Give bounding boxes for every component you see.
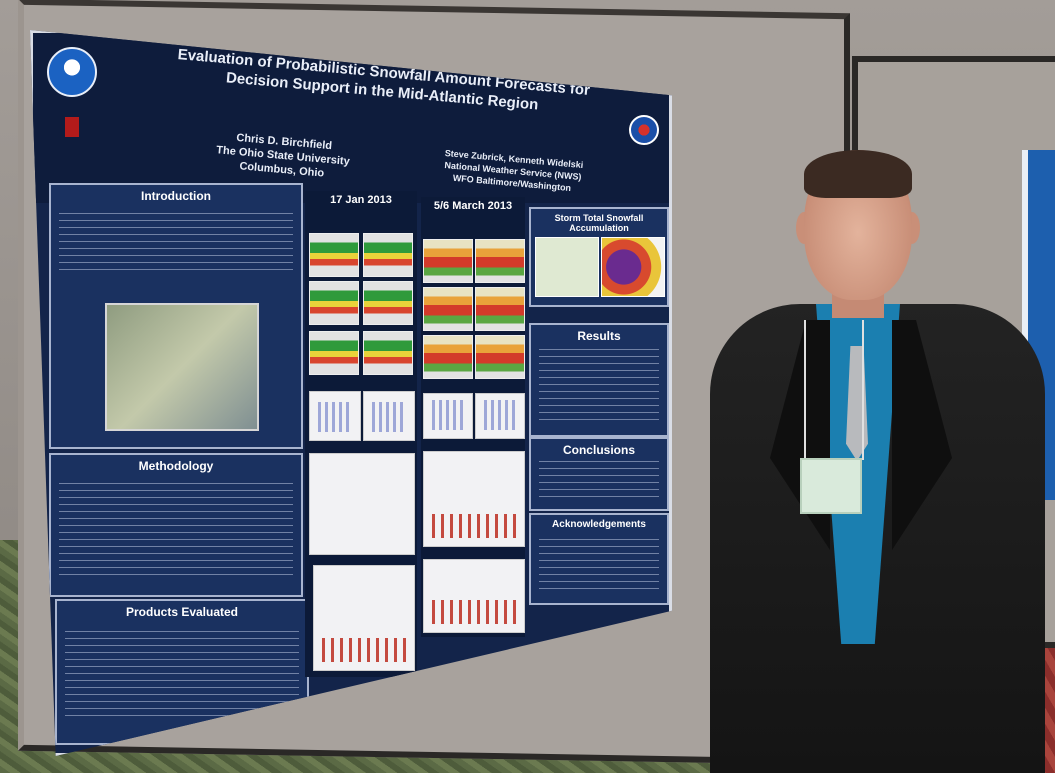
results-panel: Results	[529, 323, 669, 437]
noaa-logo-icon	[47, 47, 97, 97]
presenter-person	[700, 150, 1055, 773]
storm-map-march	[601, 237, 665, 297]
jan-map-4	[363, 281, 413, 325]
march-map-4	[475, 287, 525, 331]
conclusions-text	[539, 461, 659, 501]
jan-2013-column: 17 Jan 2013	[305, 191, 417, 677]
march-map-1	[423, 239, 473, 283]
acknowledgements-heading: Acknowledgements	[552, 519, 646, 530]
nws-logo-icon	[629, 115, 659, 145]
march-map-6	[475, 335, 525, 379]
jan-scatter-plots	[309, 453, 415, 555]
methodology-heading: Methodology	[138, 459, 214, 473]
study-area-map	[105, 303, 259, 431]
methodology-panel: Methodology	[49, 453, 303, 597]
march-histogram-1	[423, 393, 473, 439]
march-bar-plots	[423, 451, 525, 547]
jan-map-2	[363, 233, 413, 277]
jan-curve-plot	[313, 565, 415, 671]
storm-total-heading: Storm Total Snowfall Accumulation	[554, 213, 644, 233]
jan-map-5	[309, 331, 359, 375]
jan-map-6	[363, 331, 413, 375]
conclusions-panel: Conclusions	[529, 437, 669, 511]
results-text	[539, 349, 659, 425]
jan-2013-heading: 17 Jan 2013	[330, 194, 392, 206]
march-2013-column: 5/6 March 2013	[421, 197, 525, 637]
acknowledgements-text	[539, 539, 659, 595]
introduction-heading: Introduction	[141, 189, 211, 203]
march-map-5	[423, 335, 473, 379]
storm-total-panel: Storm Total Snowfall Accumulation	[529, 207, 669, 307]
name-badge	[800, 458, 862, 514]
jan-map-1	[309, 233, 359, 277]
hair	[804, 150, 912, 198]
products-heading: Products Evaluated	[125, 605, 239, 619]
march-map-3	[423, 287, 473, 331]
acknowledgements-panel: Acknowledgements	[529, 513, 669, 605]
march-map-2	[475, 239, 525, 283]
storm-map-jan	[535, 237, 599, 297]
jan-histogram-1	[309, 391, 361, 441]
conclusions-heading: Conclusions	[562, 443, 635, 457]
methodology-text	[59, 483, 293, 579]
jan-histogram-2	[363, 391, 415, 441]
march-2013-heading: 5/6 March 2013	[433, 200, 513, 212]
jan-map-3	[309, 281, 359, 325]
introduction-text	[59, 213, 293, 273]
poster-author: Chris D. Birchfield The Ohio State Unive…	[182, 126, 385, 185]
osu-logo-icon	[65, 117, 79, 137]
introduction-panel: Introduction	[49, 183, 303, 449]
march-curve-plot	[423, 559, 525, 633]
march-histogram-2	[475, 393, 525, 439]
results-heading: Results	[577, 329, 621, 343]
lanyard	[804, 320, 864, 460]
poster-coauthors: Steve Zubrick, Kenneth Widelski National…	[432, 146, 595, 196]
products-text	[65, 631, 299, 721]
